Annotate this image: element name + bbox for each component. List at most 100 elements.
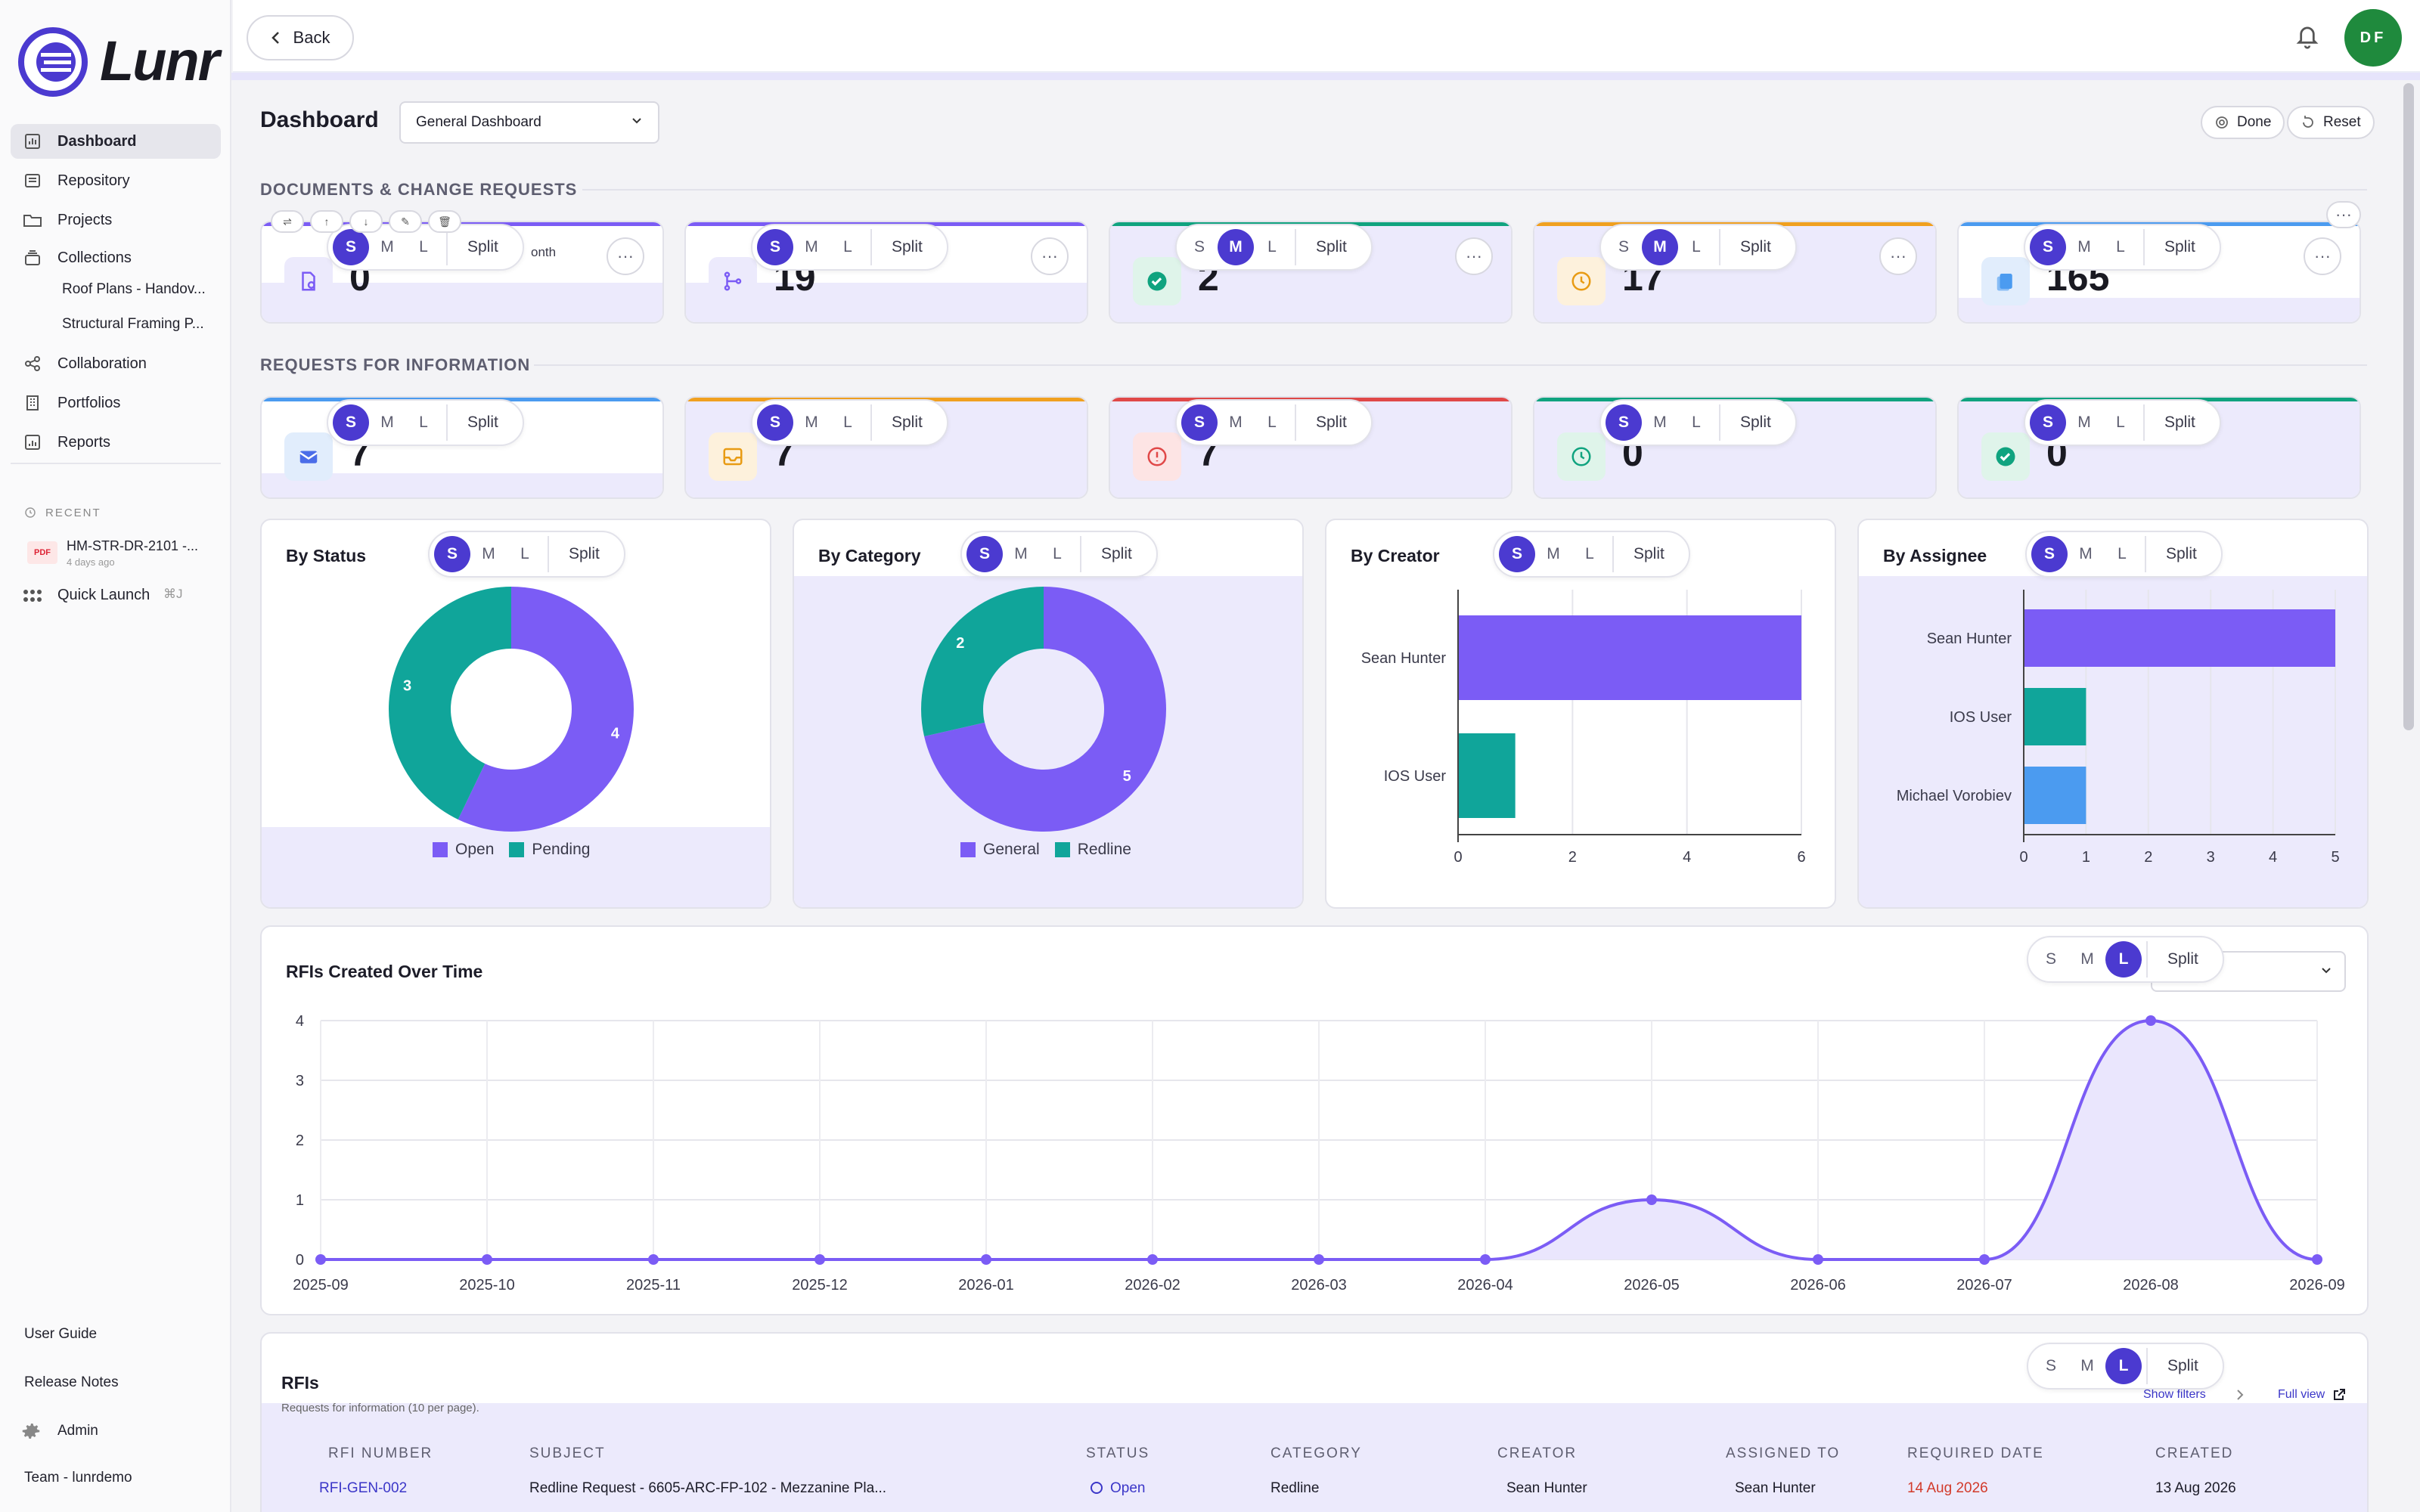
section-more-options-button[interactable]: ··· <box>2326 201 2361 228</box>
size-option-m[interactable]: M <box>1653 414 1667 431</box>
size-toggle[interactable]: S M L Split <box>2024 224 2221 271</box>
column-header[interactable]: CREATOR <box>1497 1445 1578 1461</box>
size-option-l[interactable]: L <box>2116 238 2125 256</box>
size-toggle[interactable]: S M L Split <box>1493 531 1690 578</box>
size-toggle[interactable]: S M L Split <box>1175 224 1373 271</box>
size-toggle[interactable]: S M L Split <box>960 531 1158 578</box>
split-button[interactable]: Split <box>548 536 619 572</box>
scrollbar[interactable] <box>2403 83 2414 730</box>
split-button[interactable]: Split <box>1295 404 1367 441</box>
split-button[interactable]: Split <box>446 229 518 265</box>
size-option-s[interactable]: S <box>2030 404 2066 441</box>
pie-slice[interactable] <box>924 587 1166 832</box>
size-toggle[interactable]: S M L Split <box>2025 531 2223 578</box>
pie-slice[interactable] <box>458 587 634 832</box>
sort-asc-icon[interactable]: ↑ <box>310 210 343 233</box>
column-header[interactable]: CREATED <box>2155 1445 2234 1461</box>
data-point[interactable] <box>1147 1254 1158 1265</box>
size-option-m[interactable]: M <box>2080 1357 2094 1374</box>
size-option-m[interactable]: M <box>380 414 394 431</box>
pencil-icon[interactable]: ✎ <box>389 210 422 233</box>
size-toggle[interactable]: S M L Split <box>2027 936 2224 983</box>
size-toggle[interactable]: S M L Split <box>1599 224 1797 271</box>
recent-item-name[interactable]: HM-STR-DR-2101 -... <box>67 538 199 553</box>
stat-card[interactable]: 17 ··· S M L Split <box>1533 221 1937 324</box>
size-option-l[interactable]: L <box>2105 941 2142 978</box>
sidebar-item-dashboard[interactable]: Dashboard <box>11 124 221 159</box>
bar[interactable] <box>2024 767 2086 824</box>
stat-card[interactable]: 7 S M L Split <box>260 396 664 499</box>
release-notes-link[interactable]: Release Notes <box>24 1374 119 1390</box>
column-header[interactable]: REQUIRED DATE <box>1907 1445 2044 1461</box>
size-option-s[interactable]: S <box>1618 238 1629 256</box>
collection-item[interactable]: Roof Plans - Handov... <box>62 281 206 297</box>
data-point[interactable] <box>482 1254 492 1265</box>
data-point[interactable] <box>1480 1254 1491 1265</box>
show-filters-link[interactable]: Show filters <box>2143 1388 2206 1401</box>
team-selector[interactable]: Team - lunrdemo <box>24 1470 132 1486</box>
split-button[interactable]: Split <box>2146 941 2218 978</box>
size-option-l[interactable]: L <box>1267 414 1277 431</box>
split-button[interactable]: Split <box>2143 404 2215 441</box>
size-option-l[interactable]: L <box>520 545 529 562</box>
done-button[interactable]: Done <box>2201 106 2285 139</box>
size-option-s[interactable]: S <box>2045 950 2056 968</box>
stat-card[interactable]: 0 onth ··· S M L Split <box>260 221 664 324</box>
dashboard-selector[interactable]: General Dashboard <box>399 101 659 144</box>
logo[interactable] <box>18 27 88 97</box>
size-option-l[interactable]: L <box>1053 545 1062 562</box>
more-options-button[interactable]: ··· <box>2304 237 2341 275</box>
size-option-l[interactable]: L <box>419 414 428 431</box>
stat-card[interactable]: 7 S M L Split <box>1109 396 1512 499</box>
size-option-m[interactable]: M <box>1218 229 1254 265</box>
stat-card[interactable]: 2 ··· S M L Split <box>1109 221 1512 324</box>
data-point[interactable] <box>814 1254 825 1265</box>
size-option-m[interactable]: M <box>1229 414 1243 431</box>
column-header[interactable]: SUBJECT <box>529 1445 606 1461</box>
sidebar-item-repository[interactable]: Repository <box>11 163 221 198</box>
size-option-m[interactable]: M <box>2077 414 2091 431</box>
split-button[interactable]: Split <box>1719 404 1791 441</box>
bar[interactable] <box>2024 609 2335 667</box>
column-header[interactable]: CATEGORY <box>1270 1445 1362 1461</box>
size-option-l[interactable]: L <box>2118 545 2127 562</box>
size-toggle[interactable]: S M L Split <box>751 399 948 446</box>
column-header[interactable]: RFI NUMBER <box>328 1445 433 1461</box>
sidebar-item-projects[interactable]: Projects <box>11 203 221 237</box>
trash-icon[interactable]: 🗑 <box>428 210 461 233</box>
size-toggle[interactable]: S M L Split <box>428 531 625 578</box>
size-option-l[interactable]: L <box>1692 414 1701 431</box>
size-option-s[interactable]: S <box>1606 404 1642 441</box>
size-option-m[interactable]: M <box>2080 950 2094 968</box>
pie-slice[interactable] <box>921 587 1044 737</box>
pie-slice[interactable] <box>388 587 511 820</box>
size-option-l[interactable]: L <box>1585 545 1594 562</box>
size-option-s[interactable]: S <box>1193 238 1205 256</box>
collection-item[interactable]: Structural Framing P... <box>62 316 204 332</box>
bar[interactable] <box>1458 733 1516 818</box>
sidebar-item-portfolios[interactable]: Portfolios <box>11 386 221 420</box>
size-option-s[interactable]: S <box>434 536 470 572</box>
size-option-l[interactable]: L <box>1692 238 1701 256</box>
split-button[interactable]: Split <box>870 404 942 441</box>
size-toggle[interactable]: S M L Split <box>327 399 524 446</box>
size-option-l[interactable]: L <box>2105 1348 2142 1384</box>
size-toggle[interactable]: S M L Split <box>1599 399 1797 446</box>
size-option-s[interactable]: S <box>2030 229 2066 265</box>
back-button[interactable]: Back <box>247 15 354 60</box>
sidebar-item-collections[interactable]: Collections <box>11 240 221 275</box>
bar[interactable] <box>2024 688 2086 745</box>
data-point[interactable] <box>981 1254 991 1265</box>
data-point[interactable] <box>1646 1194 1657 1205</box>
size-option-s[interactable]: S <box>333 404 369 441</box>
sidebar-item-collaboration[interactable]: Collaboration <box>11 346 221 381</box>
size-option-m[interactable]: M <box>805 238 818 256</box>
data-point[interactable] <box>1314 1254 1324 1265</box>
split-button[interactable]: Split <box>1612 536 1684 572</box>
more-options-button[interactable]: ··· <box>1455 237 1493 275</box>
size-option-m[interactable]: M <box>1642 229 1678 265</box>
size-option-s[interactable]: S <box>333 229 369 265</box>
stat-card[interactable]: 0 S M L Split <box>1957 396 2361 499</box>
data-point[interactable] <box>315 1254 326 1265</box>
size-option-m[interactable]: M <box>2077 238 2091 256</box>
